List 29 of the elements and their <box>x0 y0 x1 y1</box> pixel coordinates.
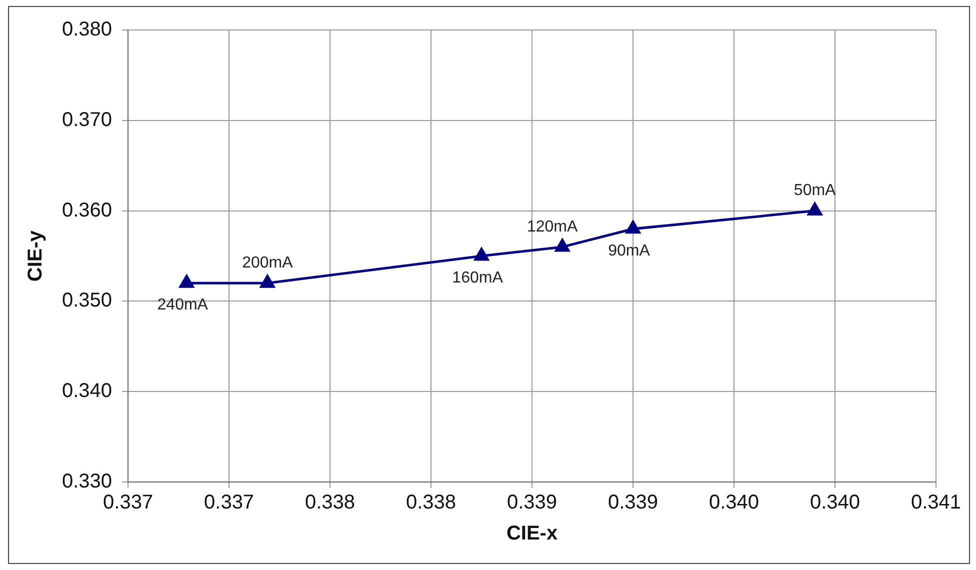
point <box>474 248 489 261</box>
annotation: 90mA <box>608 242 650 260</box>
x-tick-label: 0.337 <box>204 492 254 514</box>
annotation: 200mA <box>242 254 294 272</box>
y-tick-label: 0.330 <box>62 470 112 493</box>
annotation: 120mA <box>526 218 578 236</box>
point <box>179 274 194 288</box>
y-tick-label: 0.380 <box>62 18 112 41</box>
annotation: 160mA <box>452 269 504 286</box>
point <box>626 220 640 234</box>
x-tick-label: 0.337 <box>103 492 154 514</box>
x-tick-label: 0.339 <box>506 492 558 514</box>
x-axis-title: CIE-x <box>506 522 558 545</box>
x-tick-label: 0.341 <box>910 492 962 514</box>
point <box>555 238 570 252</box>
x-tick-label: 0.340 <box>708 492 760 514</box>
y-tick-label: 0.350 <box>62 290 112 312</box>
y-tick-label: 0.340 <box>62 380 112 402</box>
x-tick-label: 0.339 <box>608 492 658 514</box>
y-tick-label: 0.370 <box>62 108 112 131</box>
point <box>807 202 822 216</box>
x-tick-label: 0.338 <box>305 492 356 514</box>
y-tick-label: 0.360 <box>62 199 112 222</box>
y-axis-title: CIE-y <box>24 230 47 282</box>
point <box>260 274 275 288</box>
x-tick-label: 0.340 <box>810 492 860 514</box>
annotation: 240mA <box>157 296 208 314</box>
annotation: 50mA <box>794 182 836 200</box>
x-tick-label: 0.338 <box>406 492 456 514</box>
